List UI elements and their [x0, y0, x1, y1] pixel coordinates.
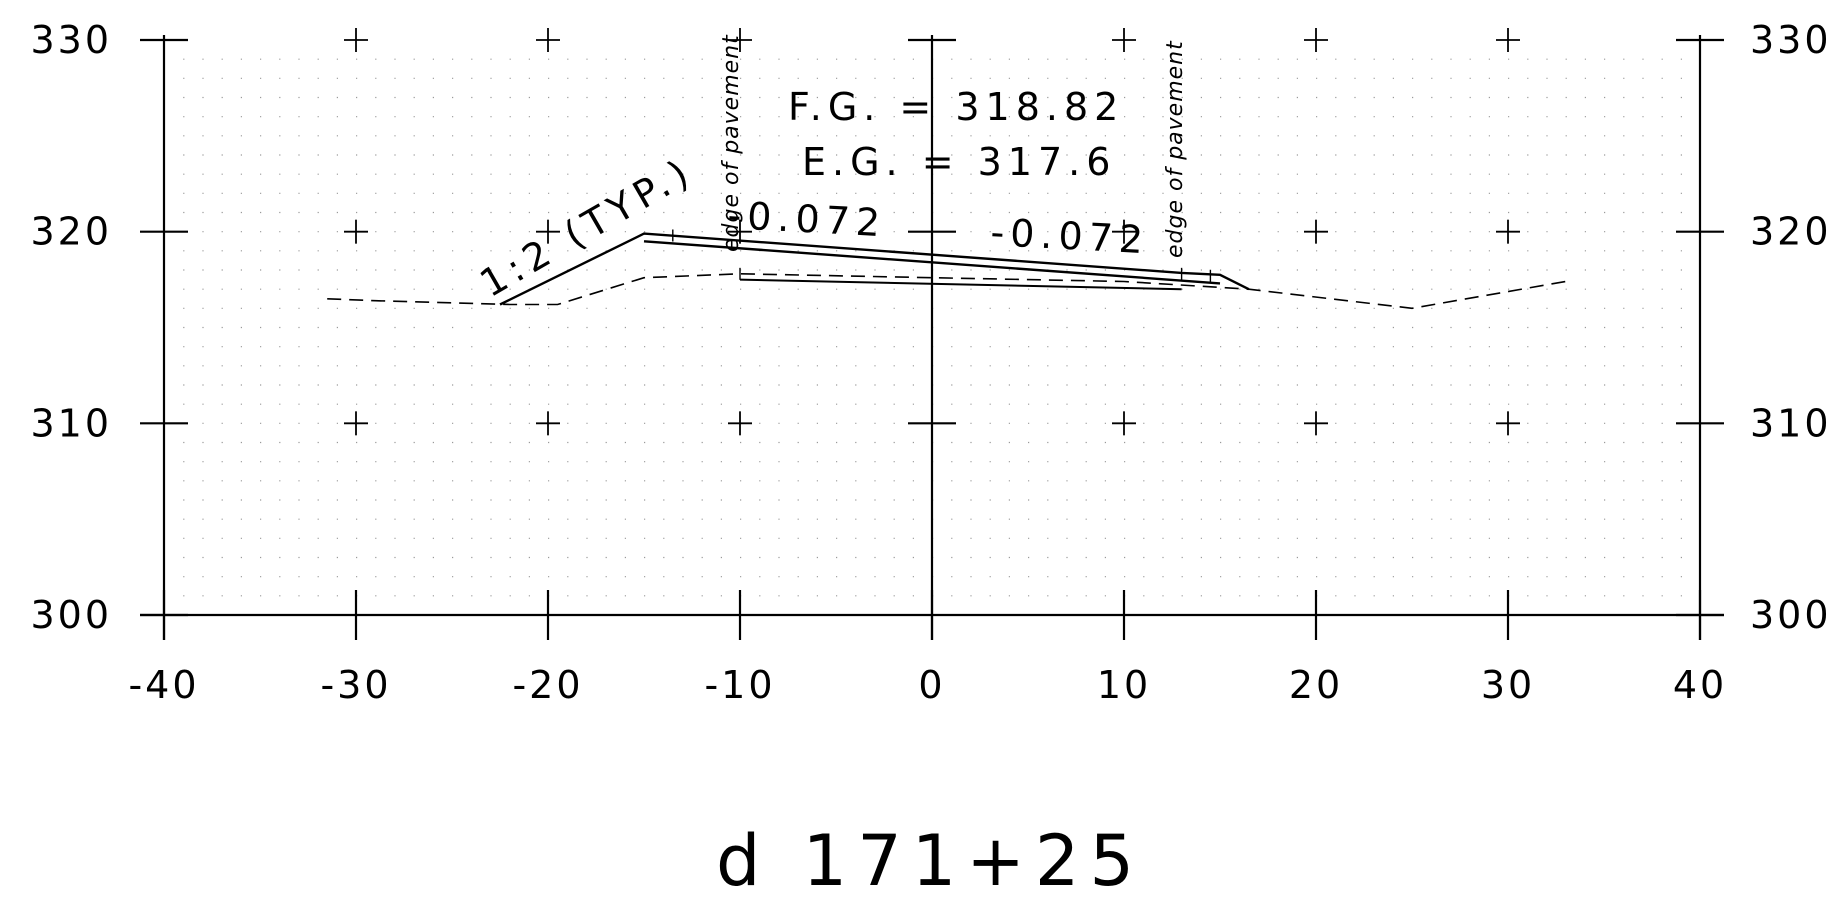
y-tick-label-right: 320 [1750, 210, 1832, 254]
axes [140, 35, 1724, 640]
edge-of-pavement-left: edge of pavement [719, 34, 744, 252]
subgrade-line [739, 278, 1182, 291]
edge-of-pavement-right: edge of pavement [1163, 40, 1188, 258]
dot-grid [183, 58, 1682, 597]
y-tick-label-right: 310 [1750, 401, 1832, 445]
x-tick-label: -10 [704, 663, 775, 707]
y-tick-label-right: 330 [1750, 18, 1832, 62]
x-tick-label: 30 [1481, 663, 1535, 707]
y-tick-label-left: 330 [30, 18, 112, 62]
x-tick-label: 40 [1673, 663, 1727, 707]
y-tick-label-right: 300 [1750, 593, 1832, 637]
existing-ground-line [327, 272, 1566, 310]
x-tick-label: 20 [1289, 663, 1343, 707]
x-tick-label: 0 [918, 663, 945, 707]
eg-label: E.G. = 317.6 [802, 140, 1116, 184]
x-tick-label: 10 [1097, 663, 1151, 707]
y-tick-label-left: 310 [30, 401, 112, 445]
fg-label: F.G. = 318.82 [788, 85, 1124, 129]
profile-lines [327, 229, 1566, 310]
x-tick-label: -20 [512, 663, 583, 707]
pavement-surface-line [643, 240, 1221, 285]
y-tick-label-left: 320 [30, 210, 112, 254]
x-tick-label: -40 [128, 663, 199, 707]
x-tick-label: -30 [320, 663, 391, 707]
slope-right-label: -0.072 [990, 210, 1151, 262]
y-tick-label-left: 300 [30, 593, 112, 637]
side-slope-label: 1:2 (TYP.) [473, 148, 701, 305]
tick-labels: -40 -30 -20 -10 0 10 20 30 40 300 300 310 310 320 320 3… [30, 18, 1832, 707]
grid-crosses [344, 28, 1520, 436]
station-label: d 171+25 [716, 820, 1144, 900]
slope-left-label: -0.072 [727, 193, 888, 245]
grid-dots [183, 58, 1682, 597]
